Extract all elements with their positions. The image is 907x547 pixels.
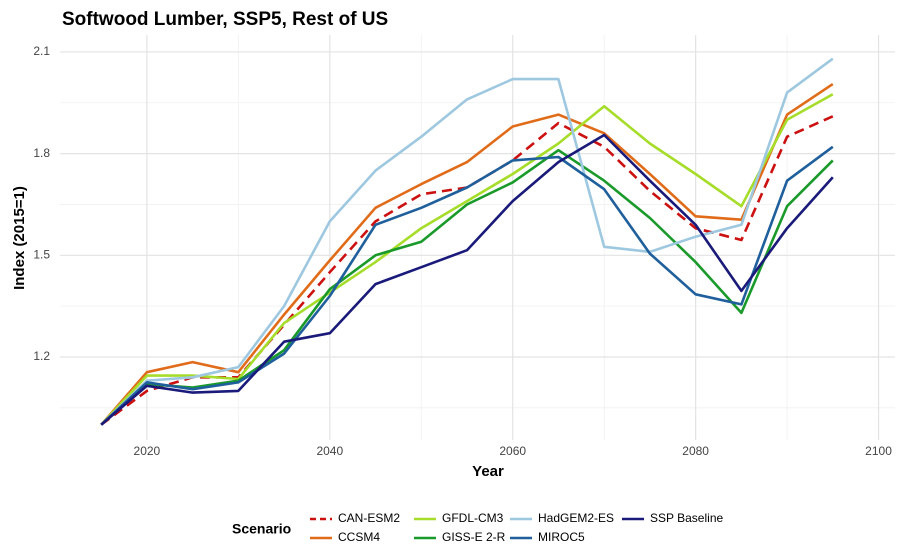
legend-label: CCSM4 bbox=[338, 530, 380, 544]
x-tick-label: 2100 bbox=[865, 444, 892, 458]
y-tick-label: 1.5 bbox=[33, 247, 50, 261]
series-line bbox=[100, 133, 834, 426]
series-line bbox=[100, 145, 834, 426]
y-tick-label: 1.8 bbox=[33, 146, 50, 160]
x-tick-label: 2040 bbox=[316, 444, 343, 458]
x-tick-label: 2060 bbox=[499, 444, 526, 458]
series-line bbox=[100, 148, 834, 426]
series-line bbox=[100, 83, 834, 426]
y-tick-label: 1.2 bbox=[33, 349, 50, 363]
legend-label: GISS-E 2-R bbox=[442, 530, 506, 544]
legend-label: SSP Baseline bbox=[650, 511, 723, 525]
legend-label: HadGEM2-ES bbox=[538, 511, 614, 525]
y-tick-label: 2.1 bbox=[33, 44, 50, 58]
series-line bbox=[100, 57, 834, 426]
legend-title: Scenario bbox=[232, 521, 291, 537]
legend-label: MIROC5 bbox=[538, 530, 585, 544]
chart-title: Softwood Lumber, SSP5, Rest of US bbox=[62, 9, 388, 30]
legend-label: CAN-ESM2 bbox=[338, 511, 400, 525]
series-line bbox=[100, 93, 834, 426]
x-axis-label: Year bbox=[472, 463, 504, 480]
x-tick-label: 2020 bbox=[134, 444, 161, 458]
x-tick-label: 2080 bbox=[682, 444, 709, 458]
y-axis-label: Index (2015=1) bbox=[11, 186, 28, 290]
legend-label: GFDL-CM3 bbox=[442, 511, 504, 525]
